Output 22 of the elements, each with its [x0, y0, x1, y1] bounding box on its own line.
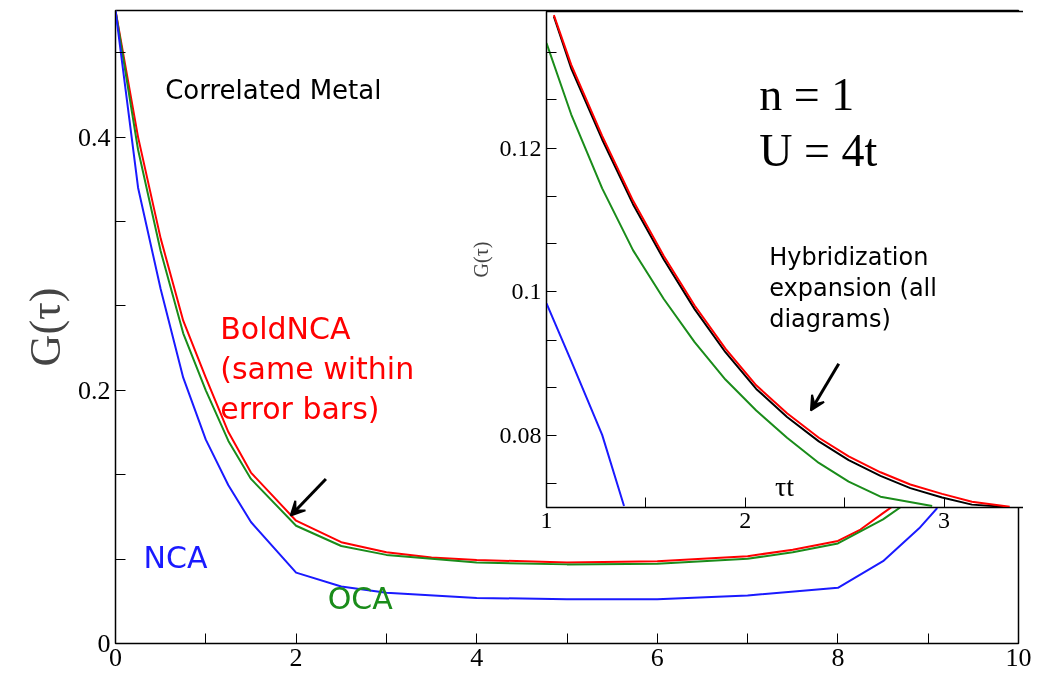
series-label: OCA	[327, 580, 394, 616]
y-tick-label: 0.12	[499, 134, 542, 161]
x-tick-label: 2	[289, 642, 303, 672]
x-tick-label: 4	[470, 642, 484, 672]
x-axis-title: τt	[775, 470, 795, 502]
annotation: n = 1 U = 4t	[759, 69, 878, 177]
x-tick-label: 6	[650, 642, 664, 672]
series-label: NCA	[143, 540, 208, 576]
x-tick-label: 2	[739, 506, 752, 533]
x-tick-label: 8	[831, 642, 845, 672]
annotation: Correlated Metal	[165, 75, 382, 106]
y-tick-label: 0.1	[511, 278, 542, 305]
x-tick-label: 10	[1005, 642, 1032, 672]
x-tick-label: 1	[540, 506, 553, 533]
y-tick-label: 0.4	[78, 122, 111, 152]
y-tick-label: 0.2	[78, 375, 111, 405]
y-axis-title: G(τ)	[21, 287, 70, 367]
x-tick-label: 3	[938, 506, 951, 533]
y-tick-label: 0.08	[499, 422, 542, 449]
series-label: BoldNCA (same within error bars)	[220, 310, 415, 427]
y-axis-title: G(τ)	[469, 241, 493, 278]
annotation: Hybridization expansion (all diagrams)	[769, 242, 937, 333]
